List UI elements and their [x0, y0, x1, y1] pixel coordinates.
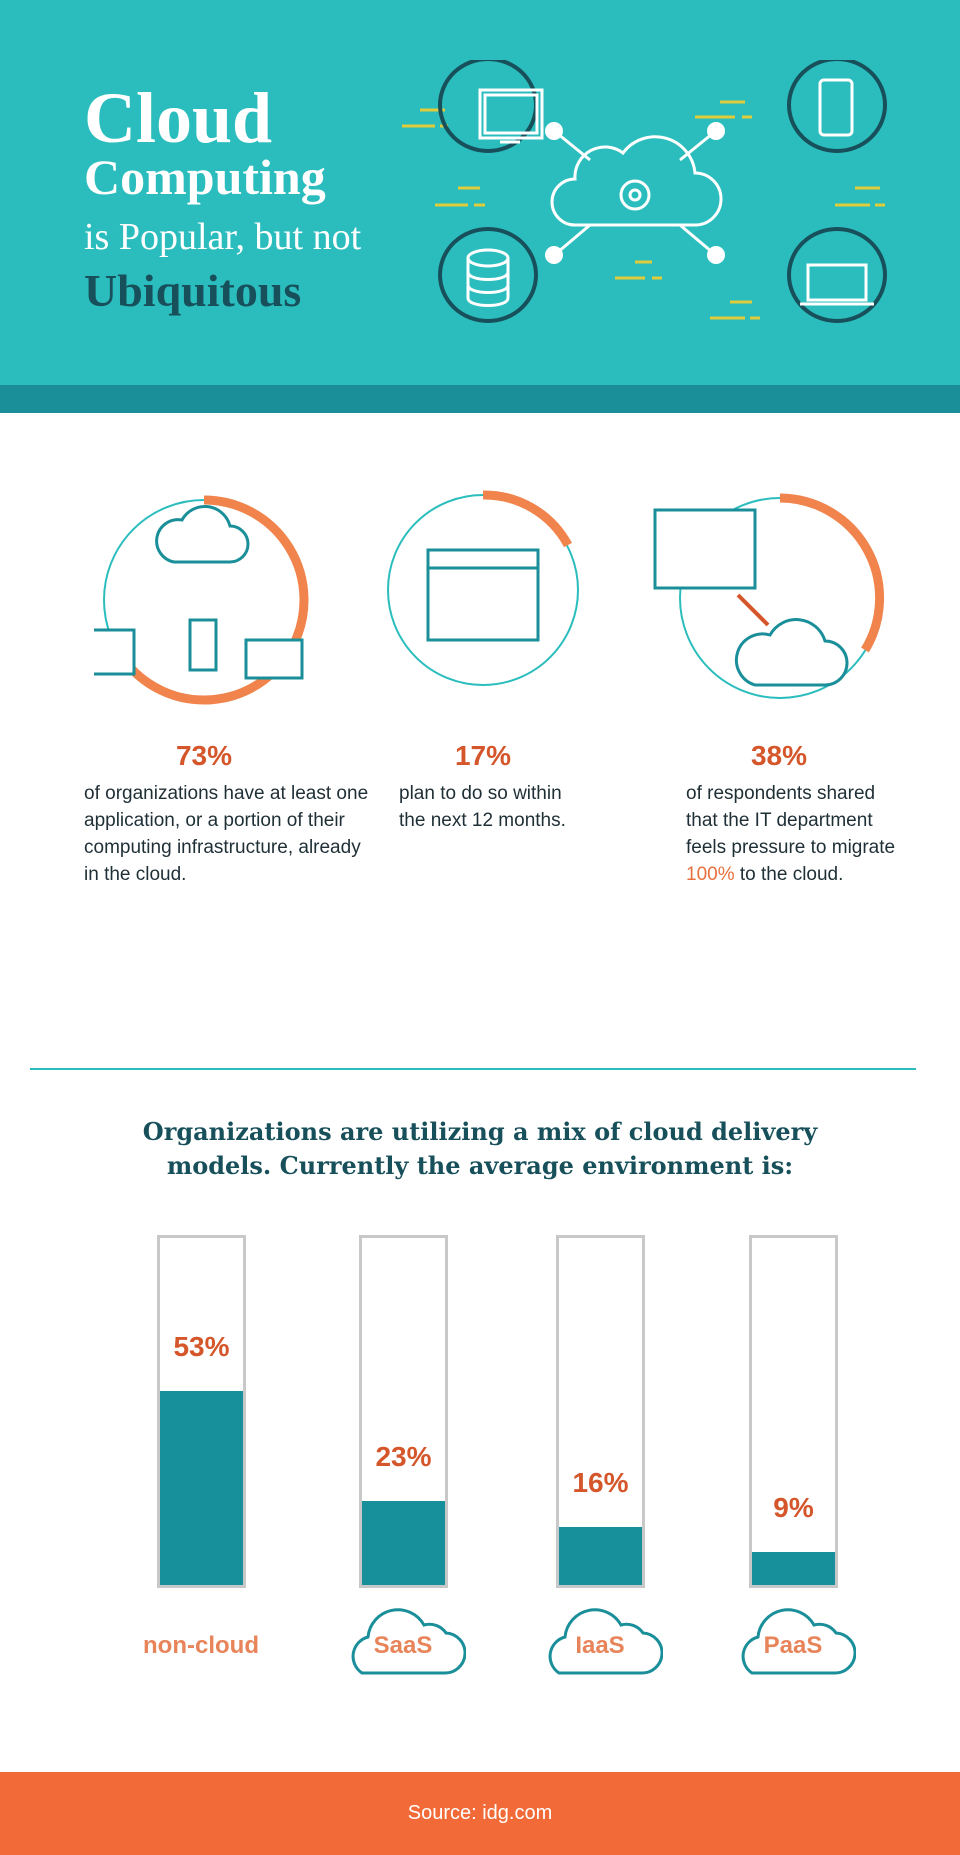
- bar-value-label: 53%: [173, 1331, 230, 1363]
- chart-title-text: Organizations are utilizing a mix of clo…: [142, 1117, 818, 1180]
- stat-1-ring-icon: [94, 495, 309, 705]
- footer-source: Source: idg.com: [0, 1772, 960, 1855]
- category-label: PaaS: [763, 1632, 823, 1659]
- header-banner: Cloud Computing is Popular, but not Ubiq…: [0, 0, 960, 385]
- bar-fill: [559, 1526, 642, 1585]
- database-circle: [438, 227, 538, 323]
- stat-2-ring-icon: [387, 490, 579, 686]
- title-line-3: is Popular, but not: [84, 216, 362, 258]
- stat-3-ring-icon: [653, 493, 885, 699]
- bar-paas: [749, 1235, 838, 1588]
- cloud-icon: [351, 1608, 466, 1675]
- phone-circle: [787, 60, 887, 153]
- bar-iaas: [556, 1235, 645, 1588]
- title-line-1: Cloud: [84, 78, 273, 158]
- bar-saas: [359, 1235, 448, 1588]
- stat-3-text-main: of respondents shared that the IT depart…: [686, 783, 896, 858]
- stat-1-value: 73%: [175, 740, 233, 771]
- stat-3-text: of respondents shared that the IT depart…: [686, 780, 896, 888]
- stat-3-highlight: 100%: [686, 864, 735, 885]
- header-strip: [0, 385, 960, 413]
- chart-title: Organizations are utilizing a mix of clo…: [0, 1115, 960, 1183]
- bar-value-label: 16%: [572, 1466, 629, 1498]
- title-line-2: Computing: [84, 149, 326, 205]
- section-divider: [30, 1068, 916, 1070]
- category-label: non-cloud: [143, 1632, 259, 1659]
- bar-fill: [752, 1552, 835, 1585]
- stat-1-text: of organizations have at least one appli…: [84, 783, 369, 885]
- stat-3-text-end: to the cloud.: [734, 864, 844, 885]
- category-label: SaaS: [373, 1632, 433, 1659]
- bar-fill: [362, 1501, 445, 1585]
- bar-fill: [160, 1391, 243, 1585]
- stat-2-text: plan to do so within the next 12 months.: [399, 783, 566, 831]
- bar-value-label: 9%: [773, 1492, 814, 1524]
- cloud-icon: [741, 1608, 856, 1675]
- stat-3-value: 38%: [750, 740, 808, 771]
- cloud-icon: [548, 1608, 663, 1675]
- bar-value-label: 23%: [375, 1440, 432, 1472]
- category-label: IaaS: [575, 1632, 625, 1659]
- title-line-4: Ubiquitous: [84, 265, 302, 316]
- cloud-network-illustration: [402, 60, 887, 323]
- bar-non-cloud: [157, 1235, 246, 1588]
- stat-2-value: 17%: [454, 740, 512, 771]
- laptop-circle: [787, 227, 887, 323]
